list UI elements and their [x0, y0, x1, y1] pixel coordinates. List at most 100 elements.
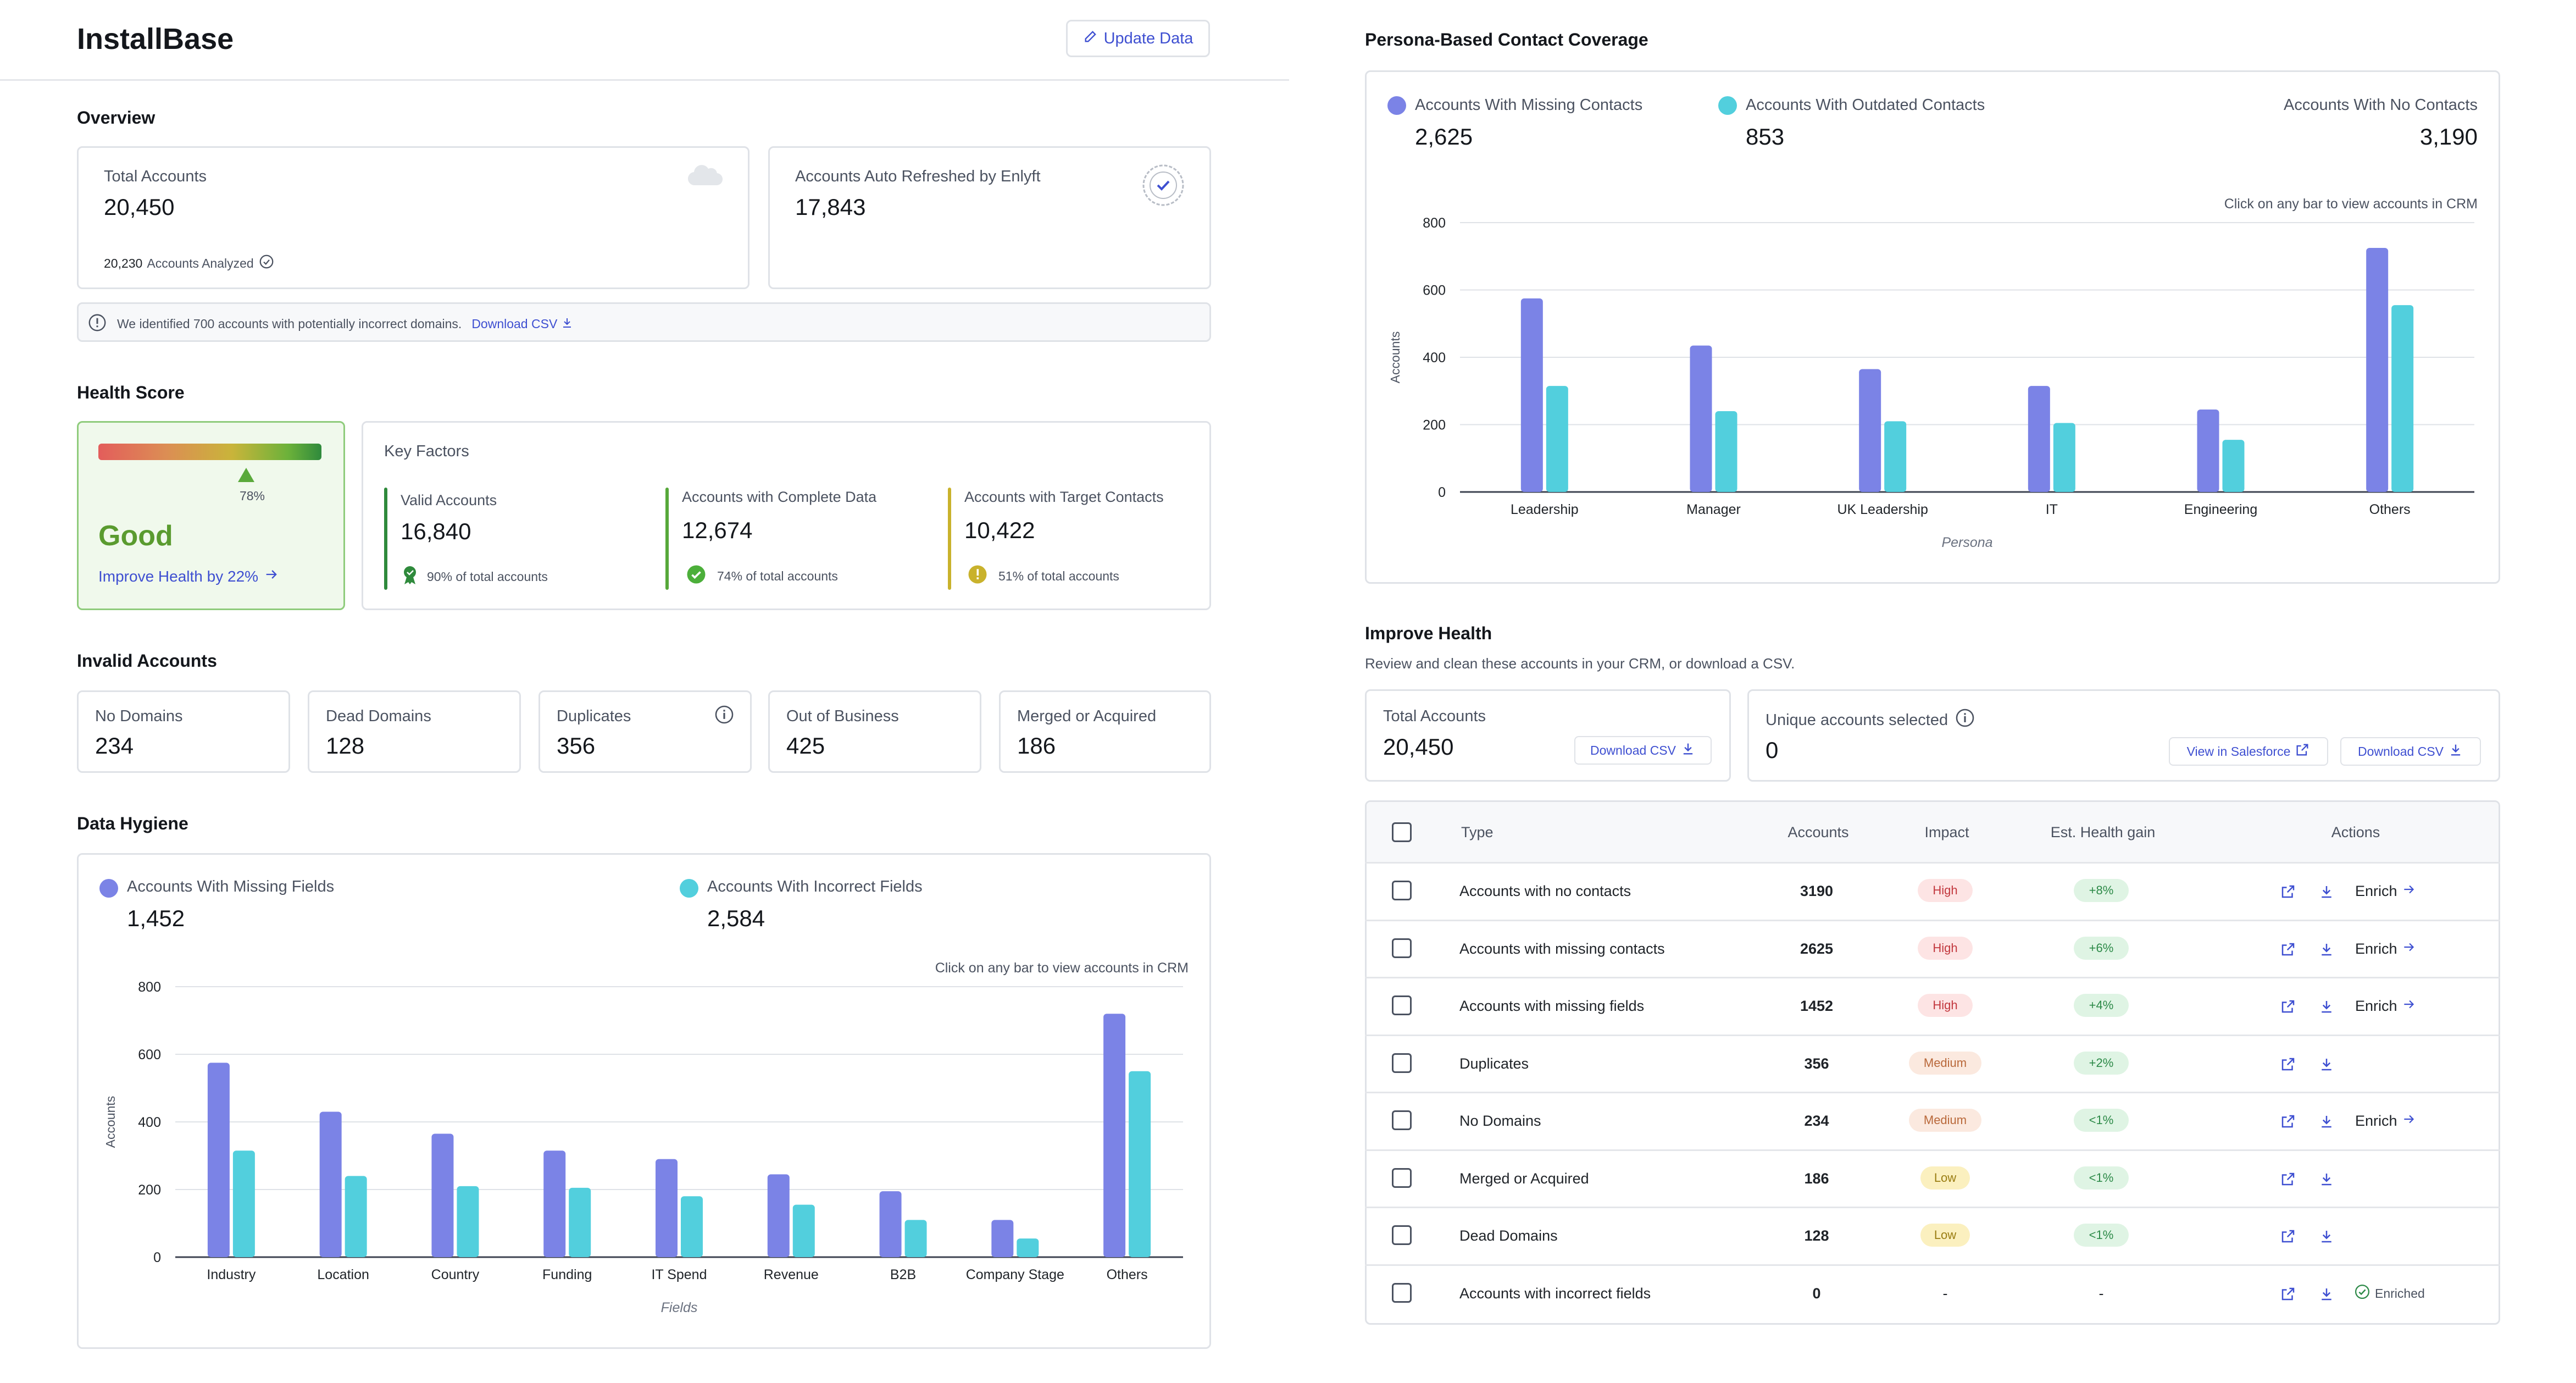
hygiene-xtick: Revenue	[764, 1267, 819, 1282]
download-icon[interactable]	[2317, 882, 2336, 901]
update-data-button[interactable]: Update Data	[1066, 20, 1210, 57]
invalid-merged-card[interactable]: Merged or Acquired 186	[999, 690, 1211, 773]
arrow-right-icon	[2402, 1112, 2416, 1130]
row-checkbox[interactable]	[1392, 1225, 1412, 1245]
hygiene-bar-a[interactable]	[431, 1133, 454, 1257]
persona-bar-b[interactable]	[2222, 440, 2245, 492]
invalid-dead-domains-label: Dead Domains	[326, 707, 431, 725]
legend-incorrect-fields-value: 2,584	[707, 905, 765, 931]
health-gain-badge: +4%	[2074, 994, 2129, 1017]
hygiene-bar-b[interactable]	[1129, 1071, 1151, 1257]
persona-bar-b[interactable]	[1546, 386, 1568, 492]
hygiene-ytick: 600	[138, 1047, 161, 1063]
hygiene-bar-a[interactable]	[767, 1174, 790, 1257]
row-checkbox[interactable]	[1392, 938, 1412, 958]
hygiene-bar-a[interactable]	[656, 1159, 678, 1257]
hygiene-bar-a[interactable]	[319, 1111, 342, 1257]
persona-bar-b[interactable]	[1715, 411, 1737, 492]
hygiene-bar-a[interactable]	[879, 1191, 902, 1257]
external-link-icon[interactable]	[2278, 1169, 2298, 1189]
external-link-icon[interactable]	[2278, 997, 2298, 1016]
edit-icon	[1083, 29, 1098, 48]
persona-bar-a[interactable]	[2197, 409, 2219, 492]
external-link-icon[interactable]	[2278, 1284, 2298, 1304]
total-accounts-card: Total Accounts 20,450 20,230 Accounts An…	[77, 146, 750, 289]
download-icon[interactable]	[2317, 997, 2336, 1016]
external-link-icon[interactable]	[2278, 1111, 2298, 1131]
check-circle-icon	[2354, 1284, 2370, 1303]
hygiene-bar-a[interactable]	[991, 1220, 1014, 1257]
hygiene-xtick: Funding	[542, 1267, 592, 1282]
persona-bar-a[interactable]	[1690, 345, 1712, 492]
enrich-link[interactable]: Enrich	[2355, 864, 2416, 919]
hygiene-xtick: Company Stage	[966, 1267, 1064, 1282]
hygiene-bar-b[interactable]	[792, 1204, 815, 1257]
enrich-link[interactable]: Enrich	[2355, 1093, 2416, 1149]
persona-bar-a[interactable]	[2366, 247, 2389, 492]
row-type: No Domains	[1459, 1113, 1541, 1129]
download-icon[interactable]	[2317, 1169, 2336, 1189]
persona-bar-b[interactable]	[1884, 421, 1907, 492]
unique-download-csv-button[interactable]: Download CSV	[2340, 737, 2481, 766]
persona-bar-a[interactable]	[1859, 369, 1881, 492]
impact-text: -	[1942, 1285, 1948, 1302]
row-checkbox[interactable]	[1392, 1168, 1412, 1188]
hygiene-bar-b[interactable]	[457, 1186, 479, 1257]
hygiene-bar-b[interactable]	[569, 1187, 591, 1257]
info-icon[interactable]	[1955, 707, 1975, 733]
award-ribbon-icon	[401, 565, 419, 589]
persona-bar-b[interactable]	[2391, 305, 2414, 492]
verified-badge-icon	[1141, 163, 1185, 210]
invalid-duplicates-card[interactable]: Duplicates 356	[538, 690, 752, 773]
enrich-label: Enrich	[2355, 998, 2397, 1014]
row-checkbox[interactable]	[1392, 881, 1412, 900]
enrich-link[interactable]: Enrich	[2355, 921, 2416, 977]
hygiene-bar-b[interactable]	[1017, 1238, 1039, 1257]
persona-chart[interactable]: 0 200 400 600 800 Leadership Manager UK Leaders…	[1367, 72, 2499, 582]
view-in-salesforce-button[interactable]: View in Salesforce	[2169, 737, 2328, 766]
row-accounts: 1452	[1800, 998, 1834, 1014]
external-link-icon[interactable]	[2278, 882, 2298, 901]
invalid-out-of-business-card[interactable]: Out of Business 425	[768, 690, 981, 773]
download-icon[interactable]	[2317, 1054, 2336, 1074]
notice-download-csv-link[interactable]: Download CSV	[471, 316, 574, 333]
external-link-icon[interactable]	[2278, 1226, 2298, 1246]
improve-health-label: Improve Health by 22%	[98, 567, 259, 585]
hygiene-bar-a[interactable]	[543, 1150, 566, 1257]
legend-no-contacts-label: Accounts With No Contacts	[2284, 96, 2478, 114]
improve-total-value: 20,450	[1383, 734, 1454, 760]
row-checkbox[interactable]	[1392, 995, 1412, 1015]
hygiene-bar-a[interactable]	[1103, 1014, 1126, 1257]
enrich-link[interactable]: Enrich	[2355, 978, 2416, 1034]
total-download-csv-button[interactable]: Download CSV	[1574, 736, 1712, 765]
hygiene-bar-b[interactable]	[232, 1150, 255, 1257]
hygiene-bar-b[interactable]	[904, 1220, 927, 1257]
improve-health-link[interactable]: Improve Health by 22%	[98, 567, 279, 586]
external-link-icon[interactable]	[2278, 939, 2298, 959]
hygiene-xtick: B2B	[890, 1267, 916, 1282]
hygiene-bar-a[interactable]	[207, 1063, 230, 1257]
hygiene-bar-b[interactable]	[681, 1196, 703, 1257]
arrow-right-icon	[2402, 882, 2416, 900]
persona-bar-a[interactable]	[2028, 386, 2050, 492]
persona-bar-a[interactable]	[1520, 298, 1543, 492]
invalid-no-domains-card[interactable]: No Domains 234	[77, 690, 290, 773]
row-checkbox[interactable]	[1392, 1053, 1412, 1073]
persona-ytick: 400	[1423, 350, 1446, 366]
external-link-icon[interactable]	[2278, 1054, 2298, 1074]
hygiene-bar-b[interactable]	[345, 1176, 367, 1257]
download-icon[interactable]	[2317, 1226, 2336, 1246]
info-icon[interactable]	[714, 704, 735, 728]
download-icon[interactable]	[2317, 1111, 2336, 1131]
data-hygiene-chart[interactable]: 0 200 400 600 800 Industry Location Country Fund…	[79, 855, 1209, 1347]
invalid-dead-domains-card[interactable]: Dead Domains 128	[308, 690, 521, 773]
persona-bar-b[interactable]	[2053, 423, 2075, 492]
download-icon[interactable]	[2317, 1284, 2336, 1304]
impact-badge: High	[1918, 994, 1973, 1017]
row-checkbox[interactable]	[1392, 1110, 1412, 1130]
download-icon[interactable]	[2317, 939, 2336, 959]
factor-complete-label: Accounts with Complete Data	[682, 489, 877, 505]
row-checkbox[interactable]	[1392, 1282, 1412, 1303]
health-gain-badge: +2%	[2074, 1051, 2129, 1075]
select-all-checkbox[interactable]	[1392, 822, 1412, 842]
